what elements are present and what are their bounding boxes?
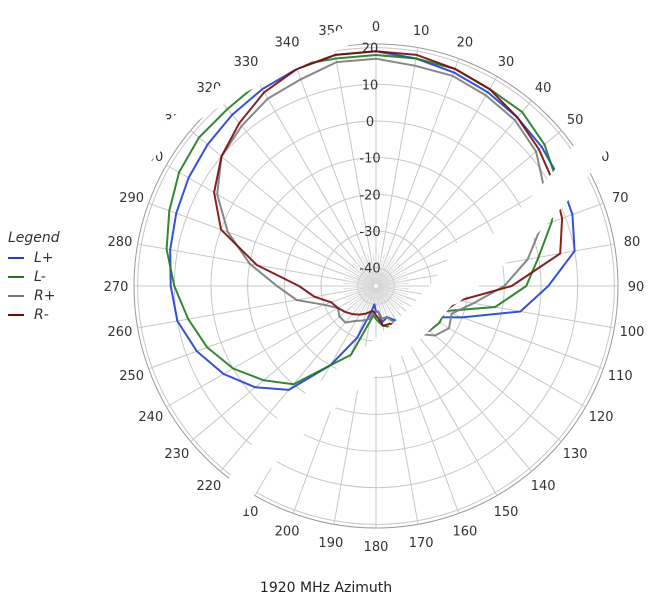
angle-tick-label: 340	[275, 36, 300, 51]
legend-label: L+	[34, 249, 54, 266]
angle-tick-label: 310	[164, 113, 189, 128]
angle-tick-label: 320	[196, 81, 221, 96]
angle-tick-label: 20	[457, 36, 474, 51]
grid-spoke	[379, 58, 460, 276]
legend-swatch	[8, 256, 24, 259]
legend-swatch	[8, 275, 24, 278]
angle-tick-label: 110	[608, 369, 633, 384]
angle-tick-label: 80	[624, 235, 641, 250]
angle-tick-label: 220	[196, 479, 221, 494]
angle-tick-label: 190	[318, 536, 343, 551]
angle-tick-label: 250	[119, 369, 144, 384]
angle-tick-label: 290	[119, 191, 144, 206]
grid-spoke	[377, 47, 419, 276]
legend-entry: L+	[8, 248, 60, 267]
grid-spoke	[333, 296, 375, 525]
angle-tick-label: 240	[138, 410, 163, 425]
radial-tick-label: -30	[359, 225, 380, 240]
radial-tick-label: -40	[359, 262, 380, 277]
legend-label: R-	[34, 306, 49, 323]
legend-title: Legend	[8, 230, 60, 246]
series-line-Rminus	[213, 50, 564, 327]
angle-tick-label: 130	[563, 447, 588, 462]
angle-tick-label: 330	[234, 55, 259, 70]
angle-tick-label: 40	[535, 81, 552, 96]
angle-tick-label: 100	[620, 325, 645, 340]
grid-spoke	[386, 202, 604, 283]
angle-tick-label: 160	[453, 524, 478, 539]
grid-spoke	[166, 164, 367, 281]
grid-spoke	[385, 164, 586, 281]
grid-spoke	[254, 76, 371, 277]
grid-spoke	[292, 296, 373, 514]
chart-caption: 1920 MHz Azimuth	[259, 580, 393, 596]
legend: Legend L+ L- R+ R-	[8, 230, 60, 324]
angle-tick-label: 260	[108, 325, 133, 340]
grid-spoke	[381, 76, 498, 277]
angle-tick-label: 150	[494, 505, 519, 520]
radial-tick-label: -20	[359, 188, 380, 203]
angle-tick-label: 300	[138, 150, 163, 165]
legend-label: R+	[34, 287, 56, 304]
angle-tick-label: 70	[612, 191, 629, 206]
angle-tick-label: 10	[413, 24, 430, 39]
grid-spoke	[386, 289, 604, 370]
angle-tick-label: 0	[372, 20, 380, 35]
angle-tick-label: 90	[628, 280, 645, 295]
grid-spoke	[386, 243, 615, 285]
grid-spoke	[292, 58, 373, 276]
angle-tick-label: 180	[364, 540, 389, 555]
angle-tick-label: 170	[409, 536, 434, 551]
legend-entry: L-	[8, 267, 60, 286]
angle-tick-label: 230	[164, 447, 189, 462]
grid-spoke	[254, 295, 371, 496]
angle-tick-label: 210	[234, 505, 259, 520]
legend-swatch	[8, 294, 24, 297]
radial-tick-label: 10	[362, 78, 379, 93]
angle-tick-label: 30	[498, 55, 515, 70]
angle-tick-label: 350	[318, 24, 343, 39]
grid-spoke	[385, 291, 586, 408]
legend-label: L-	[34, 268, 46, 285]
legend-entry: R+	[8, 286, 60, 305]
angle-tick-label: 270	[104, 280, 129, 295]
grid-spoke	[386, 287, 615, 329]
angle-tick-label: 280	[108, 235, 133, 250]
radial-tick-label: -10	[359, 152, 380, 167]
angle-tick-label: 200	[275, 524, 300, 539]
angle-tick-label: 120	[589, 410, 614, 425]
legend-entry: R-	[8, 305, 60, 324]
angle-tick-label: 140	[531, 479, 556, 494]
radial-tick-label: 0	[366, 115, 374, 130]
angle-tick-label: 60	[593, 150, 610, 165]
angle-tick-label: 50	[567, 113, 584, 128]
legend-swatch	[8, 313, 24, 316]
